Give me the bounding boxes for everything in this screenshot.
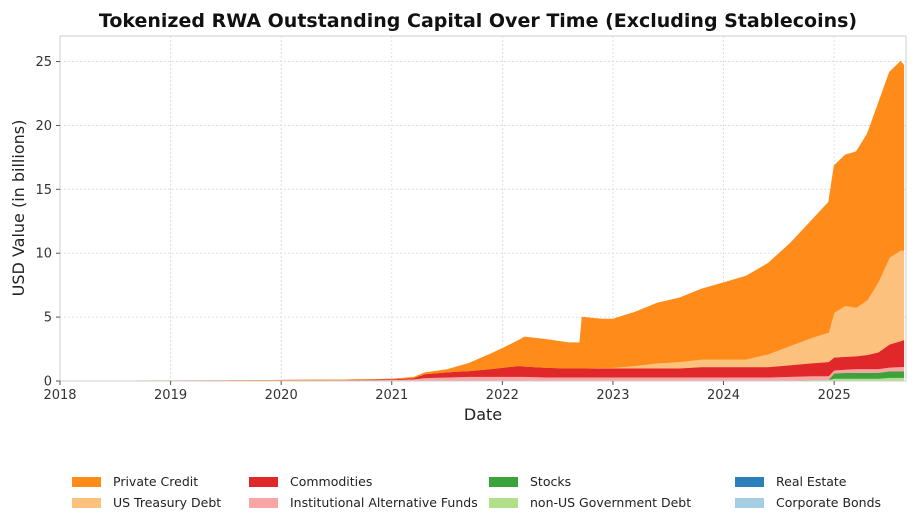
y-tick-label: 20 — [35, 119, 52, 134]
legend-swatch-us-treasury-debt — [72, 498, 101, 508]
y-tick-label: 25 — [35, 55, 52, 70]
legend: Private Credit US Treasury Debt Commoditie… — [72, 474, 881, 510]
legend-swatch-real-estate — [735, 477, 764, 487]
legend-label-us-treasury-debt: US Treasury Debt — [113, 495, 221, 510]
y-tick-label: 15 — [35, 183, 52, 198]
legend-label-non-us-government-debt: non-US Government Debt — [530, 495, 691, 510]
legend-swatch-institutional-alternative-funds — [249, 498, 278, 508]
chart-title: Tokenized RWA Outstanding Capital Over T… — [99, 10, 857, 32]
x-tick-label: 2023 — [596, 388, 629, 403]
legend-label-institutional-alternative-funds: Institutional Alternative Funds — [290, 495, 478, 510]
x-tick-label: 2022 — [486, 388, 519, 403]
legend-swatch-commodities — [249, 477, 278, 487]
legend-swatch-non-us-government-debt — [489, 498, 518, 508]
legend-label-commodities: Commodities — [290, 474, 372, 489]
legend-swatch-corporate-bonds — [735, 498, 764, 508]
x-axis-label: Date — [464, 405, 502, 424]
y-axis-label: USD Value (in billions) — [9, 120, 28, 297]
y-tick-label: 10 — [35, 247, 52, 262]
area-layer — [59, 60, 905, 382]
plot-frame — [59, 35, 907, 382]
x-tick-label: 2024 — [707, 388, 740, 403]
legend-label-corporate-bonds: Corporate Bonds — [776, 495, 881, 510]
x-tick-label: 2019 — [154, 388, 187, 403]
x-tick-label: 2025 — [818, 388, 851, 403]
legend-label-private-credit: Private Credit — [113, 474, 198, 489]
y-tick-label: 0 — [44, 375, 52, 390]
y-tick-label: 5 — [44, 311, 52, 326]
x-tick-label: 2018 — [43, 388, 76, 403]
area-series-private-credit — [59, 60, 905, 382]
x-tick-label: 2021 — [375, 388, 408, 403]
legend-swatch-private-credit — [72, 477, 101, 487]
legend-label-real-estate: Real Estate — [776, 474, 847, 489]
tick-layer: 2018 2019 2020 2021 2022 2023 2024 202505101520… — [35, 55, 850, 403]
legend-swatch-stocks — [489, 477, 518, 487]
legend-label-stocks: Stocks — [530, 474, 571, 489]
x-tick-label: 2020 — [265, 388, 298, 403]
